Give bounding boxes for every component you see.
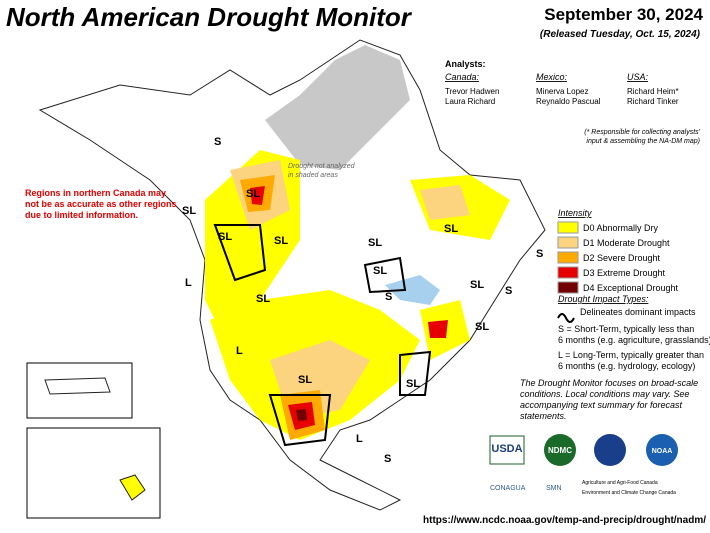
regions-note: Regions in northern Canada may not be as…	[25, 188, 177, 220]
focus-line: statements.	[520, 411, 567, 421]
logo-text: NDMC	[548, 446, 572, 455]
legend-swatch	[557, 221, 579, 234]
shaded-note: in shaded areas	[288, 172, 338, 179]
released: (Released Tuesday, Oct. 15, 2024)	[540, 29, 701, 40]
usda-logo	[489, 435, 525, 465]
note-line: due to limited information.	[25, 210, 138, 220]
hawaii	[119, 474, 146, 501]
noaa-logo	[646, 434, 678, 466]
logo-text: USDA	[491, 443, 522, 455]
legend-label: D1 Moderate Drought	[583, 238, 670, 248]
map-label: SL	[470, 279, 484, 291]
map-label: SL	[406, 378, 420, 390]
inset-hawaii	[26, 427, 161, 519]
legend-swatch	[557, 266, 579, 279]
analyst-country: USA:	[627, 72, 649, 82]
legend-swatch	[557, 251, 579, 264]
logo-text: NOAA	[652, 448, 673, 455]
impact-title: Drought Impact Types:	[558, 294, 649, 304]
inset-puerto-rico	[26, 362, 133, 419]
analyst-name: Reynaldo Pascual	[536, 97, 601, 106]
map-label: SL	[274, 235, 288, 247]
analyst-country: Canada:	[445, 72, 480, 82]
ndmc-logo	[544, 434, 576, 466]
map-label: SL	[218, 231, 232, 243]
legend-label: D4 Exceptional Drought	[583, 283, 679, 293]
map-label: SL	[246, 188, 260, 200]
map-label: S	[384, 453, 391, 465]
logo-text: Environment and Climate Change Canada	[582, 490, 676, 496]
legend-title: Intensity	[558, 208, 592, 218]
impact-lines	[213, 224, 432, 447]
analyst-name: Richard Tinker	[627, 97, 679, 106]
map-label: SL	[298, 374, 312, 386]
note-line: not be as accurate as other regions	[25, 199, 177, 209]
focus-line: accompanying text summary for forecast	[520, 400, 683, 410]
impact-symbol	[557, 313, 575, 323]
analyst-name: Minerva Lopez	[536, 87, 588, 96]
land	[38, 39, 546, 511]
map-label: L	[356, 433, 363, 445]
analyst-name: Richard Heim*	[627, 87, 679, 96]
legend: D0 Abnormally Dry D1 Moderate Drought D2 S…	[557, 221, 679, 294]
analyst-name: Laura Richard	[445, 97, 495, 106]
analysts-note: (* Responsible for collecting analysts'	[584, 129, 700, 136]
legend-label: D2 Severe Drought	[583, 253, 661, 263]
legend-swatch	[557, 281, 579, 294]
url: https://www.ncdc.noaa.gov/temp-and-preci…	[423, 515, 706, 526]
date: September 30, 2024	[544, 5, 703, 24]
long-term: 6 months (e.g. hydrology, ecology)	[558, 361, 695, 371]
focus-line: conditions. Local conditions may vary. S…	[520, 389, 689, 399]
analysts-note: input & assembling the NA-DM map)	[586, 138, 700, 145]
short-term: 6 months (e.g. agriculture, grasslands)	[558, 335, 710, 345]
puerto-rico	[44, 377, 111, 395]
logo-text: Agriculture and Agri-Food Canada	[582, 480, 658, 486]
map-label: SL	[475, 321, 489, 333]
map-label: L	[236, 345, 243, 357]
focus-note: The Drought Monitor focuses on broad-sca…	[520, 378, 698, 421]
map-label: SL	[444, 223, 458, 235]
note-line: Regions in northern Canada may	[25, 188, 166, 198]
legend-swatch	[557, 236, 579, 249]
long-term: L = Long-Term, typically greater than	[558, 350, 704, 360]
short-term: S = Short-Term, typically less than	[558, 324, 694, 334]
map-label: L	[185, 277, 192, 289]
arctic-shade	[265, 45, 410, 170]
logo-text: SMN	[546, 485, 562, 492]
map-label: SL	[368, 237, 382, 249]
analysts-label: Analysts:	[445, 59, 486, 69]
map-label: SL	[256, 293, 270, 305]
map-label: S	[536, 248, 543, 260]
shaded-note: Drought not analyzed	[288, 163, 356, 170]
drought-areas	[205, 150, 510, 440]
lakes	[385, 275, 440, 305]
map-label: S	[505, 285, 512, 297]
focus-line: The Drought Monitor focuses on broad-sca…	[520, 378, 698, 388]
analyst-country: Mexico:	[536, 72, 568, 82]
map-label: SL	[182, 205, 196, 217]
legend-label: D3 Extreme Drought	[583, 268, 666, 278]
impact-line-text: Delineates dominant impacts	[580, 307, 696, 317]
legend-label: D0 Abnormally Dry	[583, 223, 659, 233]
map-label: S	[214, 136, 221, 148]
title: North American Drought Monitor	[6, 2, 413, 32]
doc-logo	[594, 434, 626, 466]
map-label: S	[385, 291, 392, 303]
map-label: SL	[373, 265, 387, 277]
logo-text: CONAGUA	[490, 485, 526, 492]
analyst-name: Trevor Hadwen	[445, 87, 499, 96]
